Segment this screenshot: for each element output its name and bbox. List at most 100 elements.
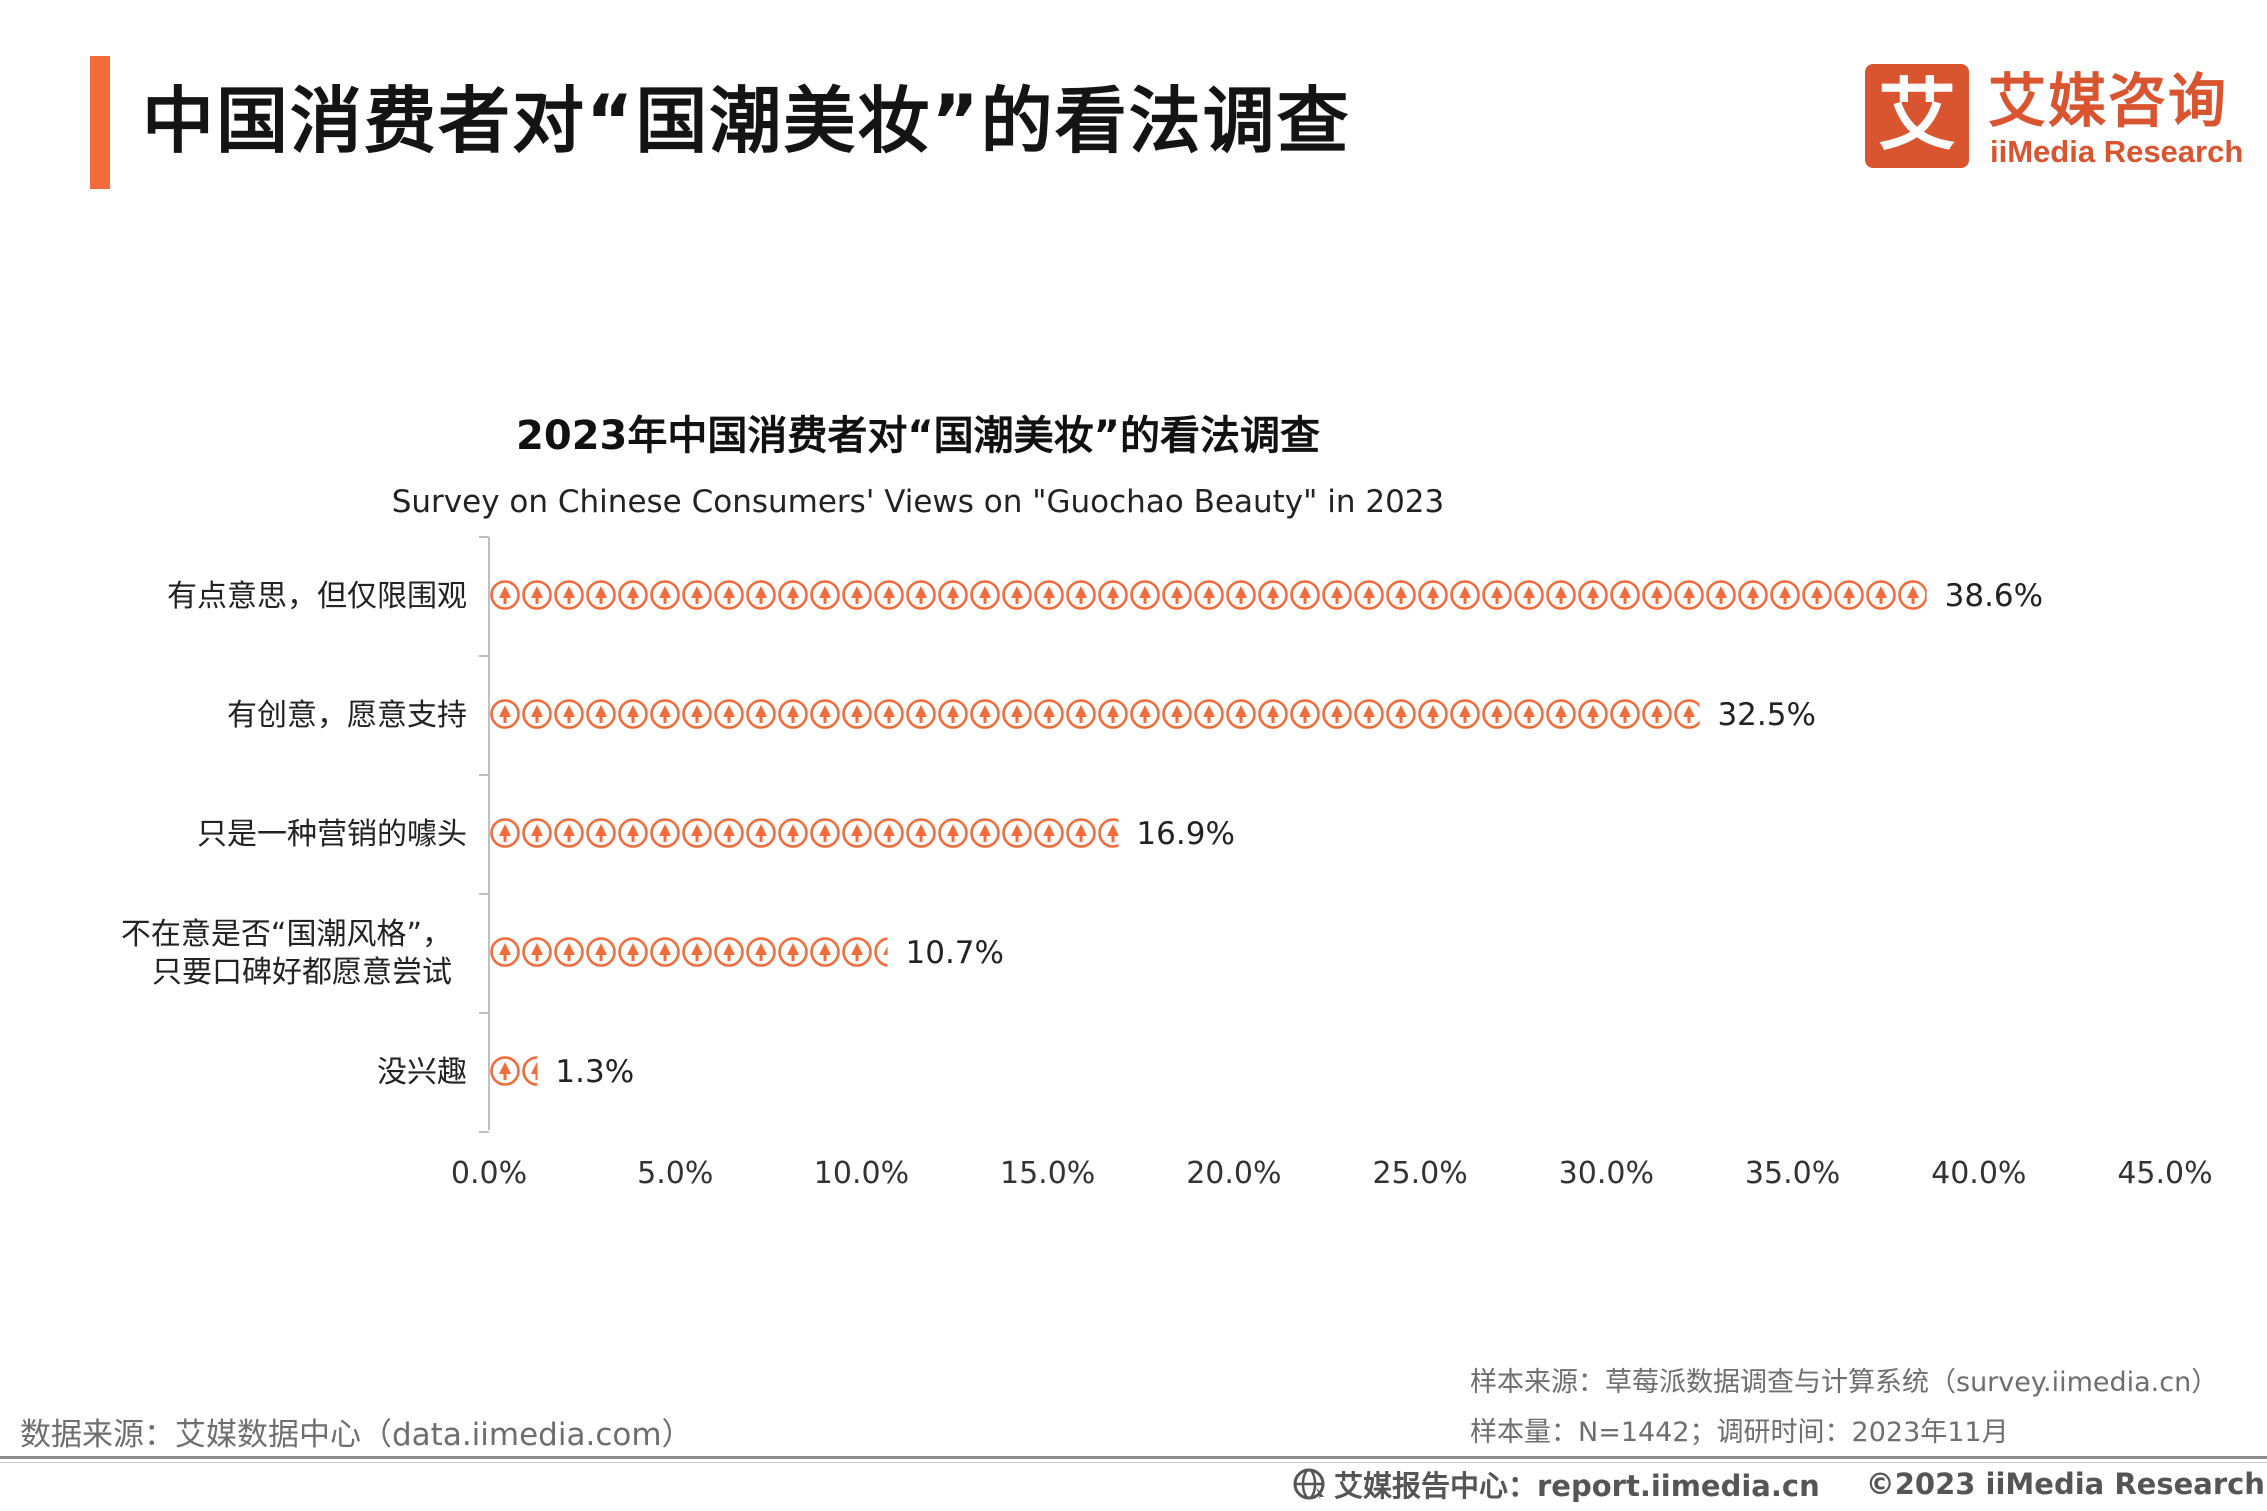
circle-tree-icon <box>1514 580 1544 610</box>
sample-size-note: 样本量：N=1442；调研时间：2023年11月 <box>1470 1417 2009 1448</box>
circle-tree-icon <box>1834 580 1864 610</box>
circle-tree-icon <box>1194 580 1224 610</box>
circle-tree-icon <box>650 937 680 967</box>
circle-tree-icon <box>1034 818 1064 848</box>
circle-tree-icon <box>906 580 936 610</box>
circle-tree-icon <box>522 699 552 729</box>
bar <box>490 1056 538 1086</box>
category-labels: 有点意思，但仅限围观有创意，愿意支持只是一种营销的噱头不在意是否“国潮风格”，只… <box>121 579 467 1090</box>
circle-tree-icon <box>714 580 744 610</box>
circle-tree-icon <box>682 580 712 610</box>
circle-tree-icon <box>1674 699 1700 729</box>
value-labels: 38.6% 32.5% 16.9% 10.7% 1.3% <box>555 578 2043 1090</box>
circle-tree-icon <box>906 699 936 729</box>
circle-tree-icon <box>810 937 840 967</box>
circle-tree-icon <box>778 580 808 610</box>
circle-tree-icon <box>586 818 616 848</box>
circle-tree-icon <box>874 699 904 729</box>
circle-tree-icon <box>1578 699 1608 729</box>
report-center-link[interactable]: 艾媒报告中心：report.iimedia.cn <box>1334 1469 1820 1503</box>
circle-tree-icon <box>490 818 520 848</box>
globe-icon <box>1293 1468 1325 1501</box>
circle-tree-icon <box>1162 580 1192 610</box>
circle-tree-icon <box>1066 699 1096 729</box>
circle-tree-icon <box>1034 699 1064 729</box>
circle-tree-icon <box>618 937 648 967</box>
circle-tree-icon <box>1322 580 1352 610</box>
circle-tree-icon <box>1290 580 1320 610</box>
logo-english-name: iiMedia Research <box>1990 134 2244 169</box>
circle-tree-icon <box>1418 580 1448 610</box>
circle-tree-icon <box>682 818 712 848</box>
circle-tree-icon <box>1674 580 1704 610</box>
x-tick-label: 40.0% <box>1931 1156 2026 1191</box>
circle-tree-icon <box>810 699 840 729</box>
category-label: 没兴趣 <box>377 1055 467 1090</box>
circle-tree-icon <box>810 818 840 848</box>
circle-tree-icon <box>1290 699 1320 729</box>
circle-tree-icon <box>650 699 680 729</box>
circle-tree-icon <box>1098 699 1128 729</box>
x-axis-tick-labels: 0.0% 5.0% 10.0% 15.0% 20.0% 25.0% 30.0% 35.0% 40… <box>451 1156 2213 1191</box>
circle-tree-icon <box>970 818 1000 848</box>
circle-tree-icon <box>746 699 776 729</box>
circle-tree-icon <box>1258 699 1288 729</box>
circle-tree-icon <box>874 818 904 848</box>
value-label: 1.3% <box>555 1054 634 1090</box>
logo-chinese-name: 艾媒咨询 <box>1988 67 2229 135</box>
circle-tree-icon <box>1226 699 1256 729</box>
circle-tree-icon <box>1226 580 1256 610</box>
circle-tree-icon <box>938 818 968 848</box>
bars <box>490 580 1927 1086</box>
bar <box>490 818 1119 848</box>
circle-tree-icon <box>490 580 520 610</box>
circle-tree-icon <box>1802 580 1832 610</box>
circle-tree-icon <box>1034 580 1064 610</box>
value-label: 16.9% <box>1136 816 1234 852</box>
circle-tree-icon <box>1258 580 1288 610</box>
circle-tree-icon <box>778 699 808 729</box>
circle-tree-icon <box>586 580 616 610</box>
circle-tree-icon <box>1322 699 1352 729</box>
circle-tree-icon <box>1514 699 1544 729</box>
circle-tree-icon <box>650 818 680 848</box>
circle-tree-icon <box>746 937 776 967</box>
circle-tree-icon <box>842 699 872 729</box>
category-label: 只要口碑好都愿意尝试 <box>152 955 452 990</box>
circle-tree-icon <box>1546 580 1576 610</box>
circle-tree-icon <box>1642 580 1672 610</box>
circle-tree-icon <box>842 937 872 967</box>
circle-tree-icon <box>554 937 584 967</box>
footer-divider <box>0 1456 2267 1459</box>
circle-tree-icon <box>1098 580 1128 610</box>
circle-tree-icon <box>1450 580 1480 610</box>
footer-divider-thin <box>0 1462 2267 1463</box>
circle-tree-icon <box>842 580 872 610</box>
circle-tree-icon <box>650 580 680 610</box>
circle-tree-icon <box>554 580 584 610</box>
value-label: 10.7% <box>906 935 1004 971</box>
circle-tree-icon <box>618 699 648 729</box>
circle-tree-icon <box>1610 699 1640 729</box>
circle-tree-icon <box>1162 699 1192 729</box>
chart-subtitle: Survey on Chinese Consumers' Views on "G… <box>392 484 1445 520</box>
circle-tree-icon <box>1002 818 1032 848</box>
circle-tree-icon <box>1354 699 1384 729</box>
bar <box>490 937 888 967</box>
circle-tree-icon <box>554 699 584 729</box>
circle-tree-icon <box>714 818 744 848</box>
circle-tree-icon <box>714 937 744 967</box>
circle-tree-icon <box>906 818 936 848</box>
circle-tree-icon <box>522 937 552 967</box>
circle-tree-icon <box>874 580 904 610</box>
x-tick-label: 5.0% <box>637 1156 713 1191</box>
circle-tree-icon <box>682 937 712 967</box>
circle-tree-icon <box>1706 580 1736 610</box>
circle-tree-icon <box>490 699 520 729</box>
x-tick-label: 0.0% <box>451 1156 527 1191</box>
bar <box>490 699 1700 729</box>
circle-tree-icon <box>778 818 808 848</box>
circle-tree-icon <box>490 937 520 967</box>
circle-tree-icon <box>1610 580 1640 610</box>
circle-tree-icon <box>522 580 552 610</box>
